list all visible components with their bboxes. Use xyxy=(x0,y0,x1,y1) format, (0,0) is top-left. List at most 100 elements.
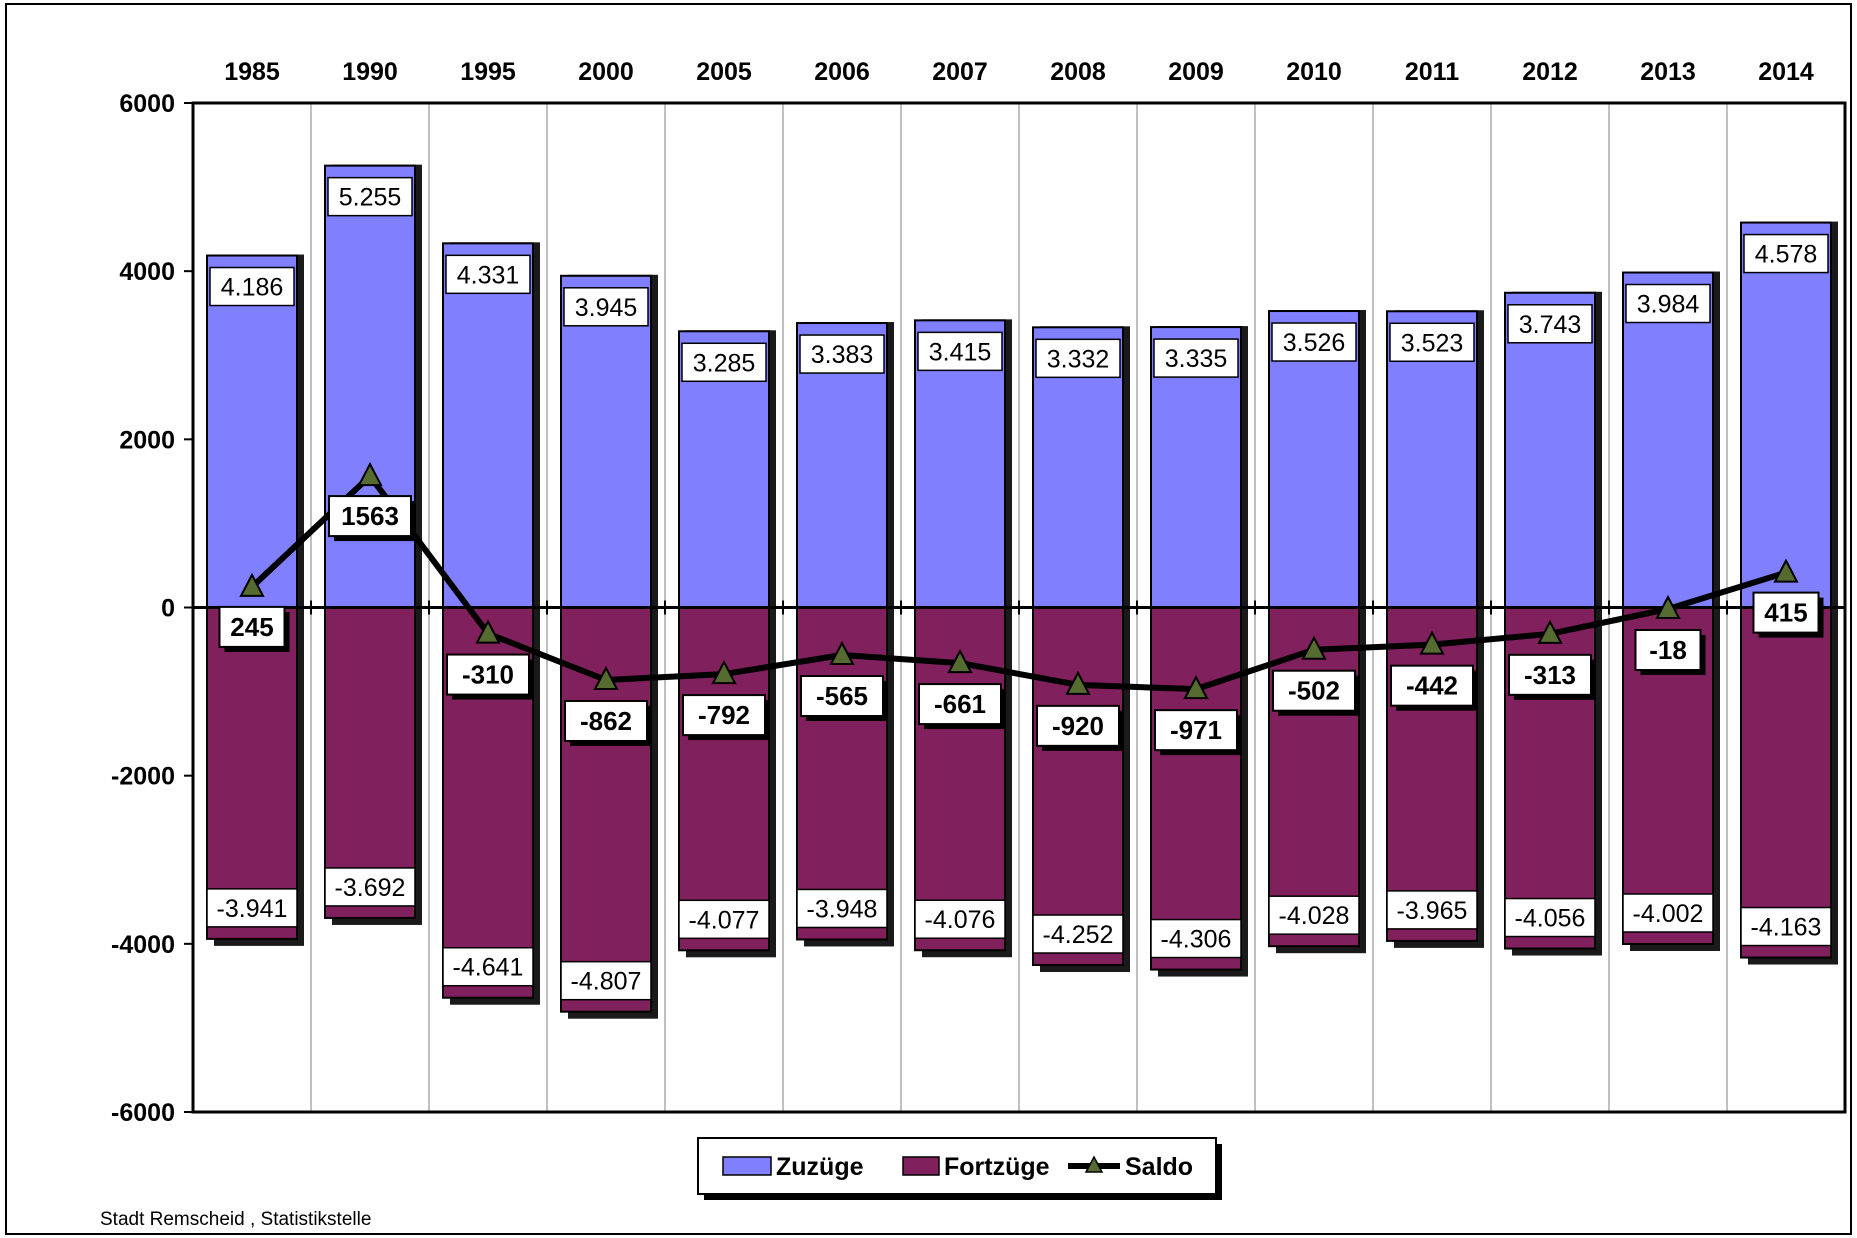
label-fortzuege-bg xyxy=(1622,893,1714,933)
label-saldo: 245 xyxy=(230,612,273,642)
label-zuzuege-bg xyxy=(1507,304,1593,344)
axes: 6000 4000 2000 0 -2000 -4000 -6000 1985 1990 1995… xyxy=(111,58,1847,1127)
saldo-marker-2014 xyxy=(1773,558,1799,583)
label-zuzuege-box: 3.285 xyxy=(681,342,767,383)
x-tick-label: 2008 xyxy=(1050,58,1106,86)
label-saldo-bg xyxy=(1036,704,1120,747)
label-saldo-box: -862 xyxy=(564,699,652,746)
label-saldo-bg xyxy=(1508,653,1592,696)
label-zuzuege-box: 3.984 xyxy=(1625,283,1711,324)
label-zuzuege: 3.526 xyxy=(1283,329,1346,357)
label-zuzuege-bg xyxy=(1153,338,1239,378)
label-zuzuege: 3.984 xyxy=(1637,291,1700,319)
label-saldo-bg xyxy=(1154,709,1238,752)
label-saldo-bg xyxy=(564,699,648,742)
label-zuzuege: 4.578 xyxy=(1755,241,1818,269)
label-fortzuege-box: -4.002 xyxy=(1622,893,1714,933)
label-fortzuege-box: -3.692 xyxy=(324,867,416,907)
bar-fortzuege-2010 xyxy=(1268,606,1360,948)
label-zuzuege-box: 3.523 xyxy=(1389,322,1475,363)
saldo-marker-2013 xyxy=(1655,594,1681,620)
label-saldo-box: -565 xyxy=(800,675,888,722)
legend-label-fortzuege: Fortzüge xyxy=(944,1153,1050,1181)
bar-fortzuege-2014 xyxy=(1740,606,1832,959)
label-saldo-box: -442 xyxy=(1390,664,1478,711)
label-fortzuege: -4.002 xyxy=(1633,900,1704,928)
y-tick-label: 0 xyxy=(161,595,175,623)
label-zuzuege-box: 3.332 xyxy=(1035,338,1121,379)
label-fortzuege-box: -3.965 xyxy=(1386,890,1478,930)
label-saldo-box: -310 xyxy=(446,653,534,700)
label-fortzuege-bg xyxy=(206,888,298,928)
label-fortzuege-bg xyxy=(324,867,416,907)
label-zuzuege-box: 3.383 xyxy=(799,334,885,374)
label-fortzuege-bg xyxy=(1386,890,1478,930)
saldo-marker-1995 xyxy=(475,619,501,644)
label-fortzuege: -4.306 xyxy=(1161,926,1232,954)
label-zuzuege: 4.186 xyxy=(221,274,284,302)
label-saldo-bg xyxy=(800,675,884,718)
label-saldo-box: 1563 xyxy=(328,495,416,542)
bar-zuzuege-2013 xyxy=(1622,271,1714,609)
label-saldo-box: 245 xyxy=(218,605,290,652)
saldo-marker-2007 xyxy=(947,648,973,674)
label-zuzuege: 5.255 xyxy=(339,184,402,212)
label-fortzuege-bg xyxy=(1740,906,1832,947)
x-tick-label: 2011 xyxy=(1405,58,1459,86)
x-tick-label: 2005 xyxy=(696,58,752,86)
x-tick-label: 2012 xyxy=(1522,58,1578,86)
label-saldo-bg xyxy=(1272,669,1356,712)
y-tick-label: 2000 xyxy=(119,426,175,454)
x-tick-label: 2009 xyxy=(1168,58,1224,86)
label-fortzuege: -4.076 xyxy=(925,906,996,934)
x-tick-label: 2010 xyxy=(1286,58,1342,86)
label-fortzuege: -3.941 xyxy=(217,895,288,923)
label-zuzuege: 3.743 xyxy=(1519,311,1582,339)
label-saldo-box: -661 xyxy=(918,683,1006,730)
label-saldo: -313 xyxy=(1524,660,1576,690)
label-saldo-box: -971 xyxy=(1154,709,1242,756)
label-fortzuege-box: -4.028 xyxy=(1268,895,1360,935)
label-saldo-box: -920 xyxy=(1036,704,1124,751)
label-zuzuege: 3.523 xyxy=(1401,329,1464,357)
saldo-line xyxy=(249,473,1787,693)
label-saldo-bg xyxy=(1634,629,1702,672)
label-saldo-bg xyxy=(1752,591,1820,634)
label-saldo: 415 xyxy=(1764,598,1807,628)
bar-fortzuege-2009 xyxy=(1150,606,1242,971)
label-zuzuege: 3.332 xyxy=(1047,345,1110,373)
label-zuzuege-bg xyxy=(209,266,295,307)
label-zuzuege: 3.335 xyxy=(1165,345,1228,373)
bar-fortzuege-1985 xyxy=(206,606,298,940)
bar-fortzuege-2005 xyxy=(678,606,770,952)
x-tick-label: 1995 xyxy=(460,58,516,86)
x-tick-label: 1985 xyxy=(224,58,280,86)
saldo-line-group xyxy=(239,461,1799,700)
label-zuzuege-box: 3.415 xyxy=(917,331,1003,372)
label-fortzuege-box: -3.948 xyxy=(796,888,888,929)
saldo-marker-2009 xyxy=(1183,674,1209,700)
label-saldo: -565 xyxy=(816,681,868,711)
label-zuzuege-box: 4.578 xyxy=(1743,233,1829,274)
data-labels: 4.186 -3.941 5.255 -3.692 4.331 -4.641 3.945 -4… xyxy=(206,176,1832,1001)
legend: Zuzüge Fortzüge Saldo xyxy=(697,1137,1222,1200)
label-fortzuege-bg xyxy=(560,960,652,1001)
label-saldo-bg xyxy=(682,694,766,737)
label-saldo: -502 xyxy=(1288,676,1340,706)
label-saldo-box: -792 xyxy=(682,694,770,741)
bar-fortzuege-2008 xyxy=(1032,606,1124,967)
saldo-marker-1985 xyxy=(239,572,265,597)
label-zuzuege-box: 3.526 xyxy=(1271,322,1357,362)
label-saldo: -18 xyxy=(1649,635,1687,665)
label-zuzuege: 3.285 xyxy=(693,349,756,377)
legend-swatch-fortzuege xyxy=(902,1156,940,1176)
label-zuzuege: 3.945 xyxy=(575,294,638,322)
label-fortzuege: -3.948 xyxy=(807,895,878,923)
label-fortzuege: -4.252 xyxy=(1043,921,1114,949)
label-fortzuege: -3.965 xyxy=(1397,897,1468,925)
y-tick-label: -6000 xyxy=(111,1099,175,1127)
saldo-marker-1990 xyxy=(357,461,383,487)
label-fortzuege-bg xyxy=(442,946,534,987)
label-zuzuege-box: 4.186 xyxy=(209,266,295,307)
